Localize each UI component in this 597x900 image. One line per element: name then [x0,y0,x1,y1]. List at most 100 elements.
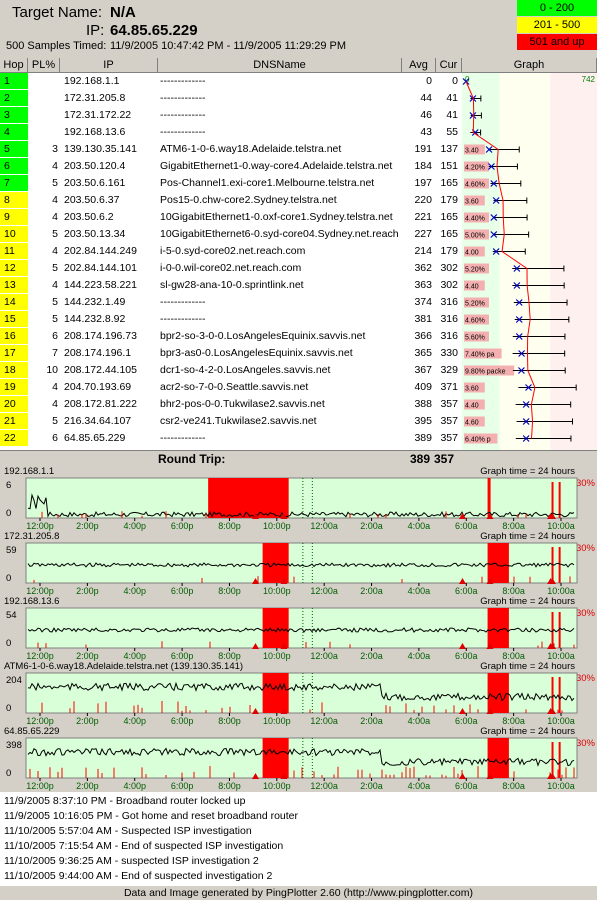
outage-block [487,608,509,648]
graph-ymax: 6 [6,480,12,491]
time-tick-label: 6:00p [171,781,194,791]
packet-loss: 5 [52,228,58,240]
loss-spike [558,742,561,778]
event-triangle [548,578,556,584]
loss-spike [487,478,491,518]
cur-latency-marker [515,333,523,340]
hop-row[interactable]: 3 172.31.172.22 ------------- 46 41 [0,107,597,124]
loss-spike [551,677,554,713]
hop-ip: 208.174.196.73 [64,330,137,342]
col-avg[interactable]: Avg [402,58,436,73]
avg-latency: 409 [414,381,432,393]
packet-loss: 4 [52,279,58,291]
hop-row[interactable]: 13 4 144.223.58.221 sl-gw28-ana-10-0.sprint… [0,277,597,294]
hop-ip: 208.172.44.105 [64,364,137,376]
hop-row[interactable]: 20 4 208.172.81.222 bhr2-pos-0-0.Tukwilase2… [0,396,597,413]
col-cur[interactable]: Cur [436,58,462,73]
avg-latency: 191 [414,143,432,155]
time-tick-label: 2:00p [76,781,99,791]
time-tick-label: 8:00a [502,716,525,726]
hop-row[interactable]: 8 4 203.50.6.37 Pos15-0.chw-core2.Sydney.te… [0,192,597,209]
graph-time: Graph time = 24 hours [480,531,575,542]
packet-loss-bar [464,348,502,359]
time-tick-label: 6:00a [455,781,478,791]
hop-row[interactable]: 6 4 203.50.120.4 GigabitEthernet1-0.way-cor… [0,158,597,175]
graph-ymax: 204 [6,675,22,686]
hop-row[interactable]: 16 6 208.174.196.73 bpr2-so-3-0-0.LosAngele… [0,328,597,345]
packet-loss: 4 [52,160,58,172]
hop-number: 2 [0,90,28,107]
hop-row[interactable]: 17 7 208.174.196.1 bpr3-as0-0.LosAngelesEqu… [0,345,597,362]
hop-row[interactable]: 1 192.168.1.1 ------------- 0 0 [0,73,597,90]
col-hop[interactable]: Hop [0,58,28,73]
hop-dns: 10GigabitEthernet1-0.oxf-core1.Sydney.te… [160,211,393,223]
outage-block [487,543,509,583]
hop-number: 16 [0,328,28,345]
loss-scale-label: 30% [575,738,595,749]
avg-latency: 366 [414,330,432,342]
packet-loss-bar [464,144,485,155]
col-pl[interactable]: PL% [28,58,60,73]
time-tick-label: 6:00p [171,651,194,661]
event-triangle [280,513,288,519]
cur-latency-marker [469,112,477,119]
event-triangle [252,643,260,649]
hop-ip: 203.50.13.34 [64,228,126,240]
avg-latency: 365 [414,347,432,359]
packet-loss-bar [464,161,489,172]
col-dns[interactable]: DNSName [158,58,402,73]
hop-row[interactable]: 10 5 203.50.13.34 10GigabitEthernet6-0.syd-… [0,226,597,243]
time-tick-label: 10:00a [547,651,575,661]
hop-row[interactable]: 5 3 139.130.35.141 ATM6-1-0-6.way18.Adelaid… [0,141,597,158]
hop-row[interactable]: 9 4 203.50.6.2 10GigabitEthernet1-0.oxf-cor… [0,209,597,226]
packet-loss-tag: 5.00% [465,233,485,240]
hop-row[interactable]: 22 6 64.85.65.229 ------------- 389 357 [0,430,597,447]
time-tick-label: 8:00a [502,521,525,531]
col-ip[interactable]: IP [60,58,158,73]
time-tick-label: 4:00a [408,521,431,531]
cur-latency: 316 [440,296,458,308]
loss-scale-label: 30% [575,608,595,619]
hop-dns: bhr2-pos-0-0.Tukwilase2.savvis.net [160,398,325,410]
time-tick-label: 4:00a [408,781,431,791]
hop-ip: 202.84.144.249 [64,245,137,257]
cur-latency-marker [492,197,500,204]
packet-loss [28,90,58,107]
hop-row[interactable]: 2 172.31.205.8 ------------- 44 41 [0,90,597,107]
time-tick-label: 12:00a [310,651,338,661]
cur-latency: 0 [452,75,458,87]
packet-loss-bar [464,297,489,308]
loss-spike [551,742,554,778]
hop-row[interactable]: 4 192.168.13.6 ------------- 43 55 [0,124,597,141]
hop-dns: bpr2-so-3-0-0.LosAngelesEquinix.savvis.n… [160,330,366,342]
hop-row[interactable]: 14 5 144.232.1.49 ------------- 374 316 [0,294,597,311]
hop-row[interactable]: 15 5 144.232.8.92 ------------- 381 316 [0,311,597,328]
hop-ip: 144.232.8.92 [64,313,126,325]
cur-latency-marker [490,231,498,238]
cur-latency-marker [522,401,530,408]
latency-trace [27,562,575,568]
hop-number: 21 [0,413,28,430]
cur-latency: 357 [440,415,458,427]
hop-row[interactable]: 19 4 204.70.193.69 acr2-so-7-0-0.Seattle.sa… [0,379,597,396]
hop-dns: Pos-Channel1.exi-core1.Melbourne.telstra… [160,177,375,189]
hop-row[interactable]: 12 5 202.84.144.101 i-0-0.wil-core02.net.re… [0,260,597,277]
cur-latency-marker [515,316,523,323]
time-tick-label: 10:00a [547,781,575,791]
packet-loss-tag: 4.20% [465,165,485,172]
latency-legend: 0 - 200 201 - 500 501 and up [517,0,597,51]
packet-loss: 5 [52,262,58,274]
hop-row[interactable]: 18 10 208.172.44.105 dcr1-so-4-2-0.LosAngel… [0,362,597,379]
round-trip-label: Round Trip: [158,452,226,466]
cur-latency-marker [515,299,523,306]
cur-latency: 302 [440,279,458,291]
cur-latency: 371 [440,381,458,393]
hop-row[interactable]: 7 5 203.50.6.161 Pos-Channel1.exi-core1.Mel… [0,175,597,192]
event-triangle [252,578,260,584]
hop-row[interactable]: 11 4 202.84.144.249 i-5-0.syd-core02.net.re… [0,243,597,260]
col-graph[interactable]: Graph [462,58,597,73]
time-tick-label: 12:00a [310,586,338,596]
packet-loss-tag: 4.40 [465,403,479,410]
hop-row[interactable]: 21 5 216.34.64.107 csr2-ve241.Tukwilase2.sa… [0,413,597,430]
avg-latency: 374 [414,296,432,308]
